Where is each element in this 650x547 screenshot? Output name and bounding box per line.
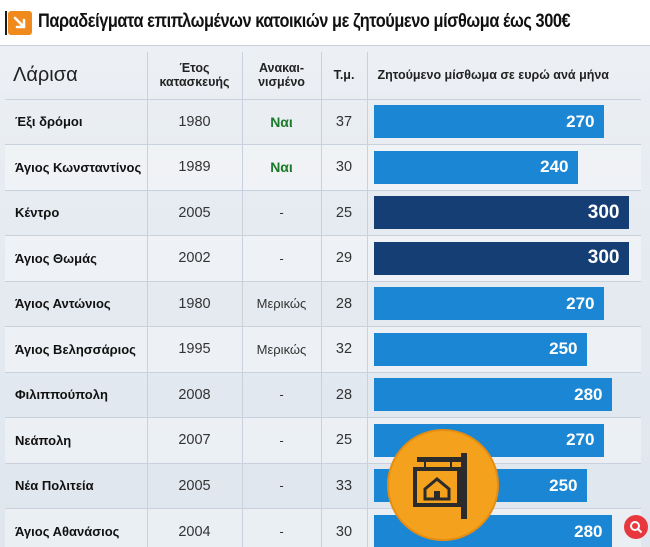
table-body: Έξι δρόμοι 1980 Ναι 37 270 Άγιος Κωνσταντίνος…: [5, 98, 641, 547]
district-name: Άγιος Αντώνιος: [5, 280, 148, 327]
table-row: Φιλιππούπολη 2008-28 280: [5, 371, 641, 418]
table-row: Άγιος Κωνσταντίνος 1989 Ναι 30 240: [5, 144, 641, 190]
year-cell: 1995: [147, 326, 243, 372]
year-cell: 1980: [147, 280, 243, 327]
renovated-cell: Ναι: [242, 98, 322, 145]
district-name: Άγιος Θωμάς: [5, 235, 148, 281]
rent-value-label: 280: [574, 384, 603, 404]
rent-value-label: 270: [566, 430, 595, 450]
year-cell: 2005: [147, 189, 243, 236]
sqm-cell: 30: [321, 144, 368, 190]
rent-header: Ζητούμενο μίσθωμα σε ευρώ ανά μήνα: [377, 68, 610, 83]
table-row: Νεάπολη 2007-25 270: [5, 417, 641, 463]
sqm-cell: 25: [321, 417, 368, 463]
table-row: Νέα Πολιτεία 2005-33 250: [5, 462, 641, 509]
rent-bar: 270: [373, 287, 604, 321]
title-divider: [5, 11, 7, 35]
sqm-header: Τ.μ.: [321, 52, 368, 99]
city-header: Λάρισα: [5, 52, 148, 99]
district-name: Άγιος Βελησσάριος: [5, 326, 148, 372]
title-bar: Παραδείγματα επιπλωμένων κατοικιών με ζη…: [0, 0, 650, 46]
table-row: Άγιος Αντώνιος 1980 Μερικώς 28 270: [5, 280, 641, 327]
table-row: Άγιος Θωμάς 2002-29 300: [5, 235, 641, 281]
rent-value-label: 300: [587, 247, 620, 269]
district-name: Κέντρο: [5, 189, 148, 236]
arrow-icon: [8, 11, 32, 35]
rent-value-label: 250: [549, 339, 578, 359]
rent-table: Λάρισα Έτος κατασκευής Ανακαι-νισμένο Τ.μ…: [5, 52, 641, 547]
district-name: Νέα Πολιτεία: [5, 462, 148, 509]
district-name: Άγιος Αθανάσιος: [5, 508, 148, 547]
header-row: Λάρισα Έτος κατασκευής Ανακαι-νισμένο Τ.μ…: [5, 52, 641, 99]
rent-value-label: 300: [587, 201, 620, 223]
sqm-cell: 32: [321, 326, 368, 372]
rent-value-label: 270: [566, 111, 595, 131]
bar-cell: 270: [367, 98, 641, 145]
year-cell: 2002: [147, 235, 243, 281]
district-name: Νεάπολη: [5, 417, 148, 463]
rent-bar: 280: [373, 378, 612, 412]
bar-cell: 300: [367, 235, 641, 281]
renovated-cell: Ναι: [242, 144, 322, 190]
rent-bar: 240: [373, 150, 578, 184]
renovated-header: Ανακαι-νισμένο: [242, 52, 322, 99]
zoom-icon: [624, 515, 648, 539]
sqm-cell: 29: [321, 235, 368, 281]
bar-cell: 280: [367, 371, 641, 418]
table-row: Άγιος Βελησσάριος 1995 Μερικώς 32 250: [5, 326, 641, 372]
sqm-cell: 28: [321, 371, 368, 418]
renovated-cell: -: [242, 508, 322, 547]
bar-cell: 250: [367, 326, 641, 372]
bar-cell: 270: [367, 280, 641, 327]
sqm-cell: 30: [321, 508, 368, 547]
rent-bar: 300: [373, 241, 629, 275]
page-title: Παραδείγματα επιπλωμένων κατοικιών με ζη…: [38, 11, 571, 32]
sqm-cell: 28: [321, 280, 368, 327]
rent-value-label: 250: [549, 475, 578, 495]
district-name: Έξι δρόμοι: [5, 98, 148, 145]
bar-cell: 300: [367, 189, 641, 236]
renovated-cell: -: [242, 371, 322, 418]
sqm-cell: 33: [321, 462, 368, 509]
year-cell: 1980: [147, 98, 243, 145]
table-row: Έξι δρόμοι 1980 Ναι 37 270: [5, 98, 641, 145]
bar-cell: 240: [367, 144, 641, 190]
renovated-cell: -: [242, 189, 322, 236]
district-name: Φιλιππούπολη: [5, 371, 148, 418]
table-row: Κέντρο 2005-25 300: [5, 189, 641, 236]
rent-value-label: 240: [540, 157, 569, 177]
year-cell: 2004: [147, 508, 243, 547]
year-cell: 2008: [147, 371, 243, 418]
rent-bar: 270: [373, 105, 604, 139]
year-header: Έτος κατασκευής: [147, 52, 243, 99]
rent-bar: 250: [373, 332, 587, 366]
rent-value-label: 280: [574, 521, 603, 541]
rent-value-label: 270: [566, 293, 595, 313]
table-row: Άγιος Αθανάσιος 2004-30 280: [5, 508, 641, 547]
house-sign-icon: [387, 429, 499, 541]
sqm-cell: 37: [321, 98, 368, 145]
year-cell: 2005: [147, 462, 243, 509]
year-cell: 2007: [147, 417, 243, 463]
rent-bar: 300: [373, 196, 629, 230]
renovated-cell: -: [242, 462, 322, 509]
renovated-cell: -: [242, 417, 322, 463]
sqm-cell: 25: [321, 189, 368, 236]
renovated-cell: -: [242, 235, 322, 281]
year-cell: 1989: [147, 144, 243, 190]
district-name: Άγιος Κωνσταντίνος: [5, 144, 148, 190]
renovated-cell: Μερικώς: [242, 280, 322, 327]
renovated-cell: Μερικώς: [242, 326, 322, 372]
